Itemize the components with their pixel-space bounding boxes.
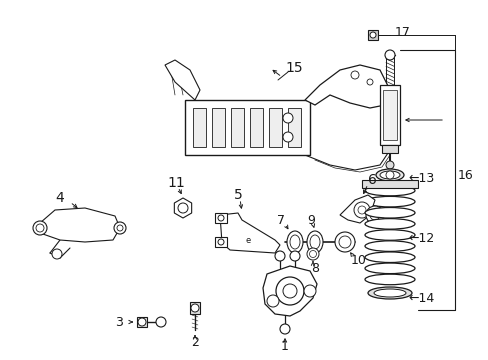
Ellipse shape xyxy=(364,252,414,262)
Ellipse shape xyxy=(364,185,414,196)
Polygon shape xyxy=(164,60,200,100)
Text: 11: 11 xyxy=(167,176,184,190)
Circle shape xyxy=(384,50,394,60)
Text: 7: 7 xyxy=(276,213,285,226)
Ellipse shape xyxy=(286,231,303,253)
Polygon shape xyxy=(220,213,280,253)
Ellipse shape xyxy=(117,225,123,231)
Circle shape xyxy=(385,161,393,169)
Polygon shape xyxy=(263,266,316,316)
Ellipse shape xyxy=(306,231,323,253)
Polygon shape xyxy=(40,208,120,242)
Ellipse shape xyxy=(338,236,350,248)
Ellipse shape xyxy=(334,232,354,252)
Circle shape xyxy=(218,239,224,245)
Text: 8: 8 xyxy=(310,261,318,274)
Circle shape xyxy=(218,215,224,221)
Ellipse shape xyxy=(364,274,414,285)
Bar xyxy=(190,302,200,314)
Circle shape xyxy=(275,277,304,305)
Ellipse shape xyxy=(36,224,44,232)
Bar xyxy=(361,180,417,188)
Text: ←13: ←13 xyxy=(407,171,433,185)
Text: 6: 6 xyxy=(367,173,376,187)
Circle shape xyxy=(289,251,299,261)
Ellipse shape xyxy=(375,169,403,181)
Circle shape xyxy=(304,285,315,297)
Polygon shape xyxy=(174,198,191,218)
Text: 1: 1 xyxy=(281,339,288,352)
Text: 4: 4 xyxy=(55,191,63,205)
Bar xyxy=(193,108,205,147)
Text: 16: 16 xyxy=(457,168,473,181)
Bar xyxy=(230,108,244,147)
Polygon shape xyxy=(339,195,374,223)
Text: 17: 17 xyxy=(394,26,410,39)
Bar xyxy=(381,145,397,153)
Polygon shape xyxy=(305,65,389,108)
Ellipse shape xyxy=(309,251,316,257)
Text: ←12: ←12 xyxy=(407,231,433,244)
Circle shape xyxy=(266,295,279,307)
Circle shape xyxy=(191,304,199,312)
Ellipse shape xyxy=(364,219,414,229)
Bar xyxy=(215,213,226,223)
Circle shape xyxy=(353,202,369,218)
Bar xyxy=(137,317,147,327)
Circle shape xyxy=(385,171,393,179)
Circle shape xyxy=(283,113,292,123)
Circle shape xyxy=(365,206,383,224)
Ellipse shape xyxy=(364,241,414,251)
Circle shape xyxy=(283,284,296,298)
Circle shape xyxy=(283,132,292,142)
Text: 10: 10 xyxy=(350,253,366,266)
Text: 9: 9 xyxy=(306,213,314,226)
Circle shape xyxy=(369,210,379,220)
Ellipse shape xyxy=(289,235,299,249)
Text: 3: 3 xyxy=(115,315,122,328)
Ellipse shape xyxy=(364,207,414,218)
Ellipse shape xyxy=(33,221,47,235)
Bar xyxy=(287,108,301,147)
Bar xyxy=(212,108,224,147)
Bar xyxy=(249,108,263,147)
Ellipse shape xyxy=(373,289,405,297)
Circle shape xyxy=(52,249,62,259)
Ellipse shape xyxy=(309,235,319,249)
Bar xyxy=(215,237,226,247)
Ellipse shape xyxy=(114,222,126,234)
Circle shape xyxy=(178,203,187,213)
Text: 5: 5 xyxy=(234,188,242,202)
Circle shape xyxy=(280,324,289,334)
Text: 15: 15 xyxy=(285,61,302,75)
Ellipse shape xyxy=(364,263,414,274)
Ellipse shape xyxy=(367,287,411,299)
Bar xyxy=(379,85,399,145)
Ellipse shape xyxy=(379,171,399,179)
Bar xyxy=(382,90,396,140)
Circle shape xyxy=(274,251,285,261)
Bar xyxy=(268,108,282,147)
Circle shape xyxy=(138,318,146,326)
Ellipse shape xyxy=(306,248,318,260)
Circle shape xyxy=(369,32,375,38)
Ellipse shape xyxy=(364,197,414,207)
Circle shape xyxy=(156,317,165,327)
Circle shape xyxy=(357,206,365,214)
Ellipse shape xyxy=(364,230,414,240)
Text: ←14: ←14 xyxy=(407,292,433,305)
Circle shape xyxy=(366,79,372,85)
Circle shape xyxy=(350,71,358,79)
Text: e: e xyxy=(245,235,250,244)
Text: 2: 2 xyxy=(191,336,199,348)
Bar xyxy=(367,30,377,40)
Bar xyxy=(184,100,309,155)
